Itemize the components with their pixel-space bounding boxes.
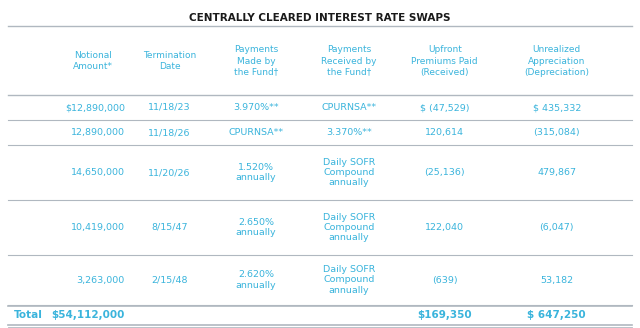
Text: 2/15/48: 2/15/48 — [151, 276, 188, 284]
Text: 479,867: 479,867 — [538, 168, 576, 177]
Text: Daily SOFR
Compound
annually: Daily SOFR Compound annually — [323, 265, 375, 295]
Text: (315,084): (315,084) — [534, 128, 580, 137]
Text: (639): (639) — [432, 276, 458, 284]
Text: $169,350: $169,350 — [417, 310, 472, 320]
Text: 2.650%
annually: 2.650% annually — [236, 218, 276, 237]
Text: 3.970%**: 3.970%** — [233, 103, 279, 112]
Text: Daily SOFR
Compound
annually: Daily SOFR Compound annually — [323, 157, 375, 187]
Text: $ 647,250: $ 647,250 — [527, 310, 586, 320]
Text: CENTRALLY CLEARED INTEREST RATE SWAPS: CENTRALLY CLEARED INTEREST RATE SWAPS — [189, 13, 451, 23]
Text: $54,112,000: $54,112,000 — [51, 310, 125, 320]
Text: $ (47,529): $ (47,529) — [420, 103, 470, 112]
Text: 3,263,000: 3,263,000 — [77, 276, 125, 284]
Text: Payments
Made by
the Fund†: Payments Made by the Fund† — [234, 45, 278, 77]
Text: 120,614: 120,614 — [426, 128, 464, 137]
Text: 14,650,000: 14,650,000 — [71, 168, 125, 177]
Text: Payments
Received by
the Fund†: Payments Received by the Fund† — [321, 45, 376, 77]
Text: 11/20/26: 11/20/26 — [148, 168, 191, 177]
Text: 53,182: 53,182 — [540, 276, 573, 284]
Text: Total: Total — [14, 310, 43, 320]
Text: 3.370%**: 3.370%** — [326, 128, 372, 137]
Text: (6,047): (6,047) — [540, 223, 574, 232]
Text: Daily SOFR
Compound
annually: Daily SOFR Compound annually — [323, 213, 375, 242]
Text: Upfront
Premiums Paid
(Received): Upfront Premiums Paid (Received) — [412, 45, 478, 77]
Text: CPURNSA**: CPURNSA** — [228, 128, 284, 137]
Text: 11/18/23: 11/18/23 — [148, 103, 191, 112]
Text: 8/15/47: 8/15/47 — [151, 223, 188, 232]
Text: Termination
Date: Termination Date — [143, 51, 196, 71]
Text: $ 435,332: $ 435,332 — [532, 103, 581, 112]
Text: 1.520%
annually: 1.520% annually — [236, 163, 276, 182]
Text: Unrealized
Appreciation
(Depreciation): Unrealized Appreciation (Depreciation) — [524, 45, 589, 77]
Text: 122,040: 122,040 — [426, 223, 464, 232]
Text: CPURNSA**: CPURNSA** — [321, 103, 376, 112]
Text: (25,136): (25,136) — [424, 168, 465, 177]
Text: Notional
Amount*: Notional Amount* — [73, 51, 113, 71]
Text: 11/18/26: 11/18/26 — [148, 128, 191, 137]
Text: $12,890,000: $12,890,000 — [65, 103, 125, 112]
Text: 10,419,000: 10,419,000 — [71, 223, 125, 232]
Text: 2.620%
annually: 2.620% annually — [236, 270, 276, 290]
Text: 12,890,000: 12,890,000 — [71, 128, 125, 137]
